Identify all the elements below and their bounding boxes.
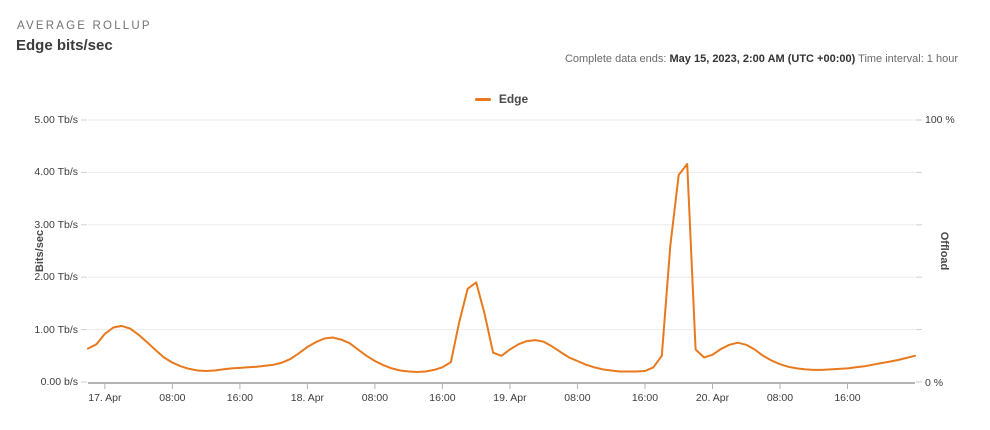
x-axis-tick-label: 19. Apr [493, 392, 527, 404]
x-axis-tick-label: 18. Apr [290, 392, 325, 404]
y-axis-tick-label: 2.00 Tb/s [34, 271, 78, 284]
edge-series-line [87, 163, 916, 373]
x-axis-tick-label: 20. Apr [695, 392, 730, 404]
y-axis-tick-label: 5.00 Tb/s [34, 114, 78, 126]
y2-axis-tick-label: 100 % [925, 114, 955, 126]
y-axis-tick-label: 1.00 Tb/s [34, 323, 78, 336]
chart-title: Edge bits/sec [16, 37, 113, 54]
meta-interval-text: Time interval: 1 hour [855, 53, 958, 65]
x-axis-tick-label: 17. Apr [88, 392, 122, 404]
y-axis-tick-label: 4.00 Tb/s [34, 166, 78, 179]
x-axis-tick-label: 08:00 [564, 392, 591, 404]
x-axis-tick-label: 08:00 [766, 392, 794, 404]
meta-prefix-text: Complete data ends: [564, 53, 670, 65]
y-axis-tick-label: 0.00 b/s [40, 376, 78, 388]
y2-axis-tick-label: 0 % [925, 377, 944, 389]
plot-area[interactable] [88, 105, 915, 382]
legend-item-edge[interactable]: Edge [474, 92, 529, 106]
x-axis-tick-label: 08:00 [159, 392, 186, 404]
rollup-mode-label: AVERAGE ROLLUP [17, 20, 152, 32]
meta-data-end-timestamp: May 15, 2023, 2:00 AM (UTC +00:00) [669, 53, 856, 65]
x-axis-tick-label: 16:00 [226, 392, 254, 404]
y-axis-tick-label: 3.00 Tb/s [34, 218, 78, 231]
legend: Edge [88, 92, 915, 106]
legend-swatch-icon [474, 97, 491, 101]
x-axis-tick-label: 08:00 [361, 392, 389, 404]
x-axis-tick-label: 16:00 [834, 392, 861, 404]
x-axis-tick-label: 16:00 [631, 392, 659, 404]
x-axis-tick-label: 16:00 [429, 392, 456, 404]
data-completeness-note: Complete data ends: May 15, 2023, 2:00 A… [565, 53, 958, 65]
legend-label-edge: Edge [498, 92, 529, 106]
